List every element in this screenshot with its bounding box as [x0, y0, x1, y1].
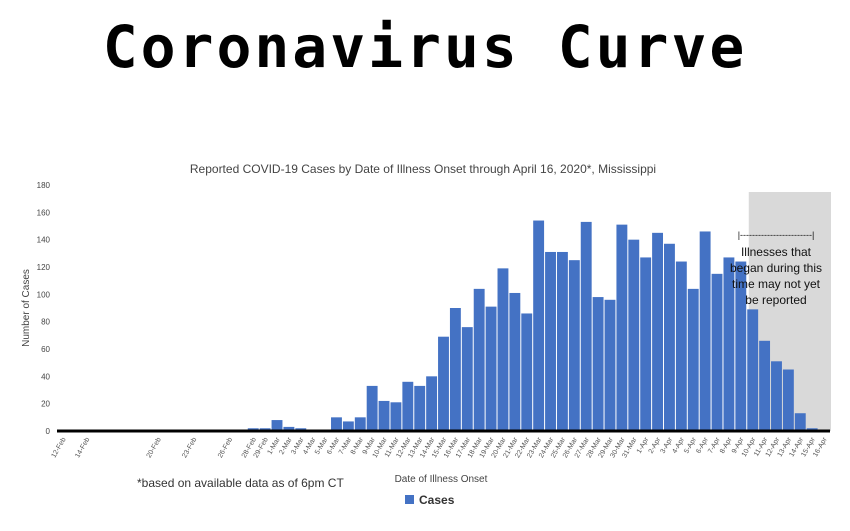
bar-30-Mar	[616, 224, 628, 431]
bar-12-Mar	[402, 381, 414, 431]
bar-6-Mar	[331, 417, 342, 431]
bar-11-Apr	[759, 340, 771, 431]
bar-27-Mar	[580, 221, 592, 431]
y-tick-label: 100	[37, 290, 51, 299]
annotation-bracket: |------------------------|	[738, 230, 815, 240]
bar-16-Mar	[449, 308, 461, 431]
x-axis-label: Date of Illness Onset	[395, 474, 488, 485]
bar-14-Mar	[426, 376, 438, 431]
y-tick-label: 120	[37, 263, 51, 272]
bar-2-Apr	[652, 232, 664, 431]
y-tick-label: 60	[41, 345, 50, 354]
bar-12-Apr	[771, 361, 782, 431]
y-tick-label: 160	[37, 208, 51, 217]
page-headline: Coronavirus Curve	[102, 13, 748, 81]
x-tick-label: 23-Feb	[181, 436, 198, 459]
bar-24-Mar	[545, 251, 556, 431]
bar-23-Mar	[533, 220, 545, 431]
x-tick-label: 12-Feb	[51, 436, 68, 459]
bar-7-Mar	[342, 421, 354, 431]
annotation-line-3: time may not yet	[732, 277, 821, 291]
bar-4-Apr	[675, 261, 687, 431]
bar-8-Apr	[723, 257, 735, 431]
bar-9-Mar	[366, 385, 378, 431]
y-tick-label: 140	[37, 236, 51, 245]
bar-19-Mar	[485, 306, 497, 431]
bar-2-Mar	[283, 426, 295, 431]
y-tick-label: 80	[41, 318, 50, 327]
y-tick-label: 0	[46, 427, 51, 436]
bar-31-Mar	[628, 239, 640, 431]
bar-21-Mar	[509, 292, 521, 431]
y-tick-label: 40	[41, 372, 50, 381]
bar-15-Mar	[438, 336, 449, 431]
annotation-line-2: began during this	[730, 261, 822, 275]
bar-28-Mar	[592, 297, 604, 431]
bar-13-Mar	[414, 385, 426, 431]
annotation-line-1: Illnesses that	[741, 245, 812, 259]
bar-5-Apr	[687, 288, 699, 431]
footnote: *based on available data as of 6pm CT	[137, 476, 344, 490]
bar-10-Apr	[747, 309, 759, 431]
y-tick-label: 180	[37, 181, 51, 190]
annotation-line-4: be reported	[745, 293, 806, 307]
x-tick-label: 20-Feb	[146, 436, 163, 459]
bar-29-Mar	[604, 299, 616, 431]
bar-7-Apr	[711, 273, 723, 431]
legend-swatch-cases	[405, 495, 414, 504]
bar-10-Mar	[378, 400, 390, 431]
bar-17-Mar	[461, 327, 473, 431]
x-tick-label: 26-Feb	[217, 436, 234, 459]
bar-13-Apr	[782, 369, 794, 431]
bar-1-Mar	[271, 420, 283, 431]
bar-11-Mar	[390, 402, 402, 431]
bar-20-Mar	[497, 268, 509, 431]
y-tick-label: 20	[41, 400, 50, 409]
x-tick-label: 14-Feb	[74, 436, 91, 459]
bar-25-Mar	[556, 251, 568, 431]
chart-title: Reported COVID-19 Cases by Date of Illne…	[190, 162, 656, 176]
y-axis-label: Number of Cases	[21, 269, 32, 347]
bar-22-Mar	[521, 313, 533, 431]
bar-9-Apr	[735, 261, 747, 431]
bar-6-Apr	[699, 231, 711, 431]
legend: Cases	[405, 493, 454, 507]
legend-label-cases: Cases	[419, 493, 455, 507]
bar-14-Apr	[794, 413, 806, 431]
bar-3-Apr	[664, 243, 675, 431]
bar-26-Mar	[568, 260, 580, 431]
bar-1-Apr	[640, 257, 652, 431]
bar-8-Mar	[354, 417, 366, 431]
bar-18-Mar	[473, 288, 485, 431]
